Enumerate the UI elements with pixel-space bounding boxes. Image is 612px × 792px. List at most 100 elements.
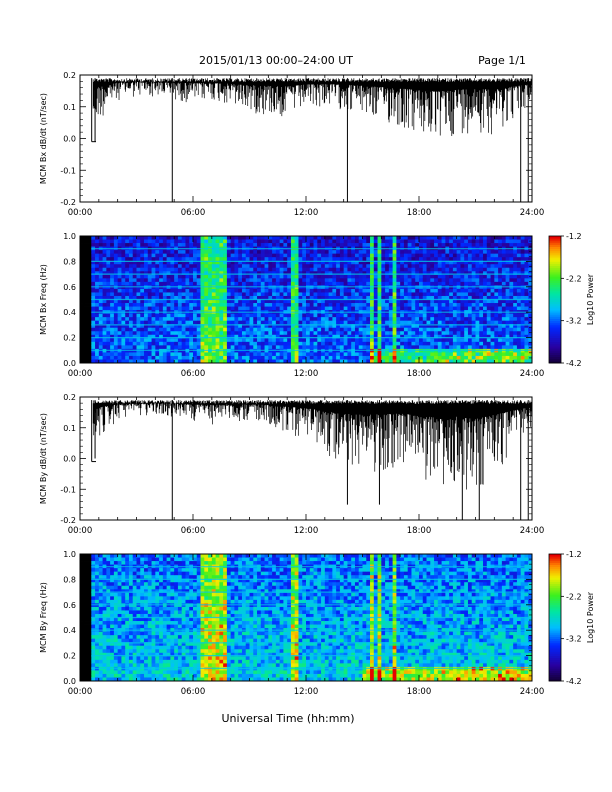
heatmap-cell: [324, 292, 329, 297]
heatmap-cell: [121, 274, 126, 279]
heatmap-cell: [181, 239, 186, 244]
heatmap-cell: [317, 271, 322, 276]
heatmap-cell: [170, 295, 175, 300]
heatmap-cell: [290, 352, 296, 357]
heatmap-cell: [136, 327, 141, 332]
heatmap-cell: [419, 338, 424, 343]
heatmap-cell: [241, 334, 247, 339]
heatmap-cell: [177, 359, 183, 364]
heatmap-cell: [283, 281, 288, 286]
heatmap-cell: [208, 260, 213, 265]
heatmap-cell: [471, 317, 476, 322]
heatmap-cell: [411, 299, 416, 304]
heatmap-cell: [102, 239, 107, 244]
heatmap-cell: [403, 327, 409, 332]
heatmap-cell: [347, 320, 352, 325]
heatmap-cell: [279, 267, 284, 272]
heatmap-cell: [475, 341, 480, 346]
heatmap-cell: [422, 355, 427, 360]
heatmap-cell: [193, 281, 198, 286]
heatmap-cell: [332, 257, 337, 262]
heatmap-cell: [147, 352, 152, 357]
heatmap-cell: [403, 359, 409, 364]
heatmap-cell: [215, 236, 220, 240]
heatmap-cell: [260, 317, 265, 322]
heatmap-cell: [132, 341, 137, 346]
heatmap-cell: [313, 331, 318, 336]
heatmap-cell: [494, 271, 499, 276]
heatmap-cell: [268, 271, 273, 276]
heatmap-cell: [83, 561, 88, 565]
heatmap-cell: [272, 331, 277, 336]
heatmap-cell: [313, 292, 318, 297]
heatmap-cell: [422, 253, 427, 258]
heatmap-cell: [471, 243, 476, 247]
heatmap-cell: [524, 306, 529, 311]
heatmap-cell: [87, 271, 92, 276]
heatmap-cell: [91, 288, 96, 293]
heatmap-cell: [193, 243, 198, 247]
heatmap-cell: [245, 271, 250, 276]
heatmap-cell: [226, 334, 232, 339]
heatmap-cell: [185, 303, 190, 307]
heatmap-cell: [452, 292, 458, 297]
heatmap-cell: [87, 348, 92, 353]
heatmap-cell: [272, 327, 277, 332]
heatmap-cell: [377, 267, 382, 272]
heatmap-cell: [260, 352, 265, 357]
heatmap-cell: [98, 257, 103, 262]
heatmap-cell: [362, 327, 367, 332]
heatmap-cell: [400, 292, 405, 297]
heatmap-cell: [159, 271, 164, 276]
heatmap-cell: [87, 338, 92, 343]
heatmap-cell: [437, 303, 442, 307]
heatmap-cell: [219, 281, 224, 286]
heatmap-cell: [332, 295, 337, 300]
heatmap-cell: [509, 253, 514, 258]
heatmap-cell: [245, 331, 250, 336]
heatmap-cell: [486, 281, 491, 286]
heatmap-cell: [452, 264, 458, 269]
heatmap-cell: [490, 250, 495, 255]
heatmap-cell: [513, 355, 518, 360]
heatmap-cell: [516, 317, 522, 322]
heatmap-cell: [113, 341, 119, 346]
heatmap-cell: [95, 317, 100, 322]
heatmap-cell: [283, 299, 288, 304]
heatmap-cell: [494, 295, 499, 300]
heatmap-cell: [155, 295, 160, 300]
heatmap-cell: [204, 236, 209, 240]
heatmap-cell: [419, 257, 424, 262]
heatmap-cell: [343, 313, 348, 318]
heatmap-cell: [106, 313, 111, 318]
heatmap-cell: [422, 352, 427, 357]
heatmap-cell: [264, 327, 269, 332]
heatmap-cell: [426, 324, 431, 329]
heatmap-cell: [249, 239, 254, 244]
heatmap-cell: [358, 267, 363, 272]
heatmap-cell: [430, 324, 435, 329]
heatmap-cell: [370, 331, 375, 336]
heatmap-cell: [83, 320, 88, 325]
heatmap-cell: [505, 257, 510, 262]
heatmap-cell: [223, 317, 228, 322]
heatmap-cell: [452, 281, 458, 286]
heatmap-cell: [253, 359, 258, 364]
heatmap-cell: [483, 264, 488, 269]
heatmap-cell: [249, 327, 254, 332]
heatmap-cell: [272, 295, 277, 300]
heatmap-cell: [501, 324, 507, 329]
heatmap-cell: [343, 345, 348, 350]
heatmap-cell: [189, 267, 194, 272]
heatmap-cell: [230, 278, 235, 283]
heatmap-cell: [260, 334, 265, 339]
heatmap-cell: [354, 288, 360, 293]
heatmap-cell: [87, 645, 92, 650]
heatmap-cell: [302, 292, 307, 297]
heatmap-cell: [117, 324, 122, 329]
heatmap-cell: [343, 260, 348, 265]
heatmap-cell: [80, 281, 85, 286]
heatmap-cell: [159, 260, 164, 265]
heatmap-cell: [245, 359, 250, 364]
heatmap-cell: [483, 250, 488, 255]
